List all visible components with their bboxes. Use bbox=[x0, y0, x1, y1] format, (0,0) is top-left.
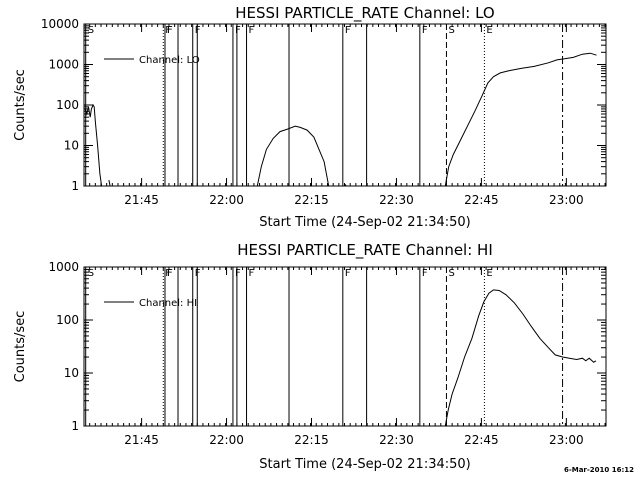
x-tick-label: 22:00 bbox=[209, 193, 244, 207]
y-tick-label: 1000 bbox=[48, 260, 79, 274]
flag-label: F bbox=[165, 25, 171, 36]
series-line bbox=[444, 289, 597, 427]
flag-label: F bbox=[235, 268, 241, 279]
flag-label: F bbox=[165, 268, 171, 279]
x-tick-label: 21:45 bbox=[124, 193, 159, 207]
legend-label: Channel: LO bbox=[139, 55, 200, 66]
flag-label: F bbox=[167, 268, 173, 279]
x-tick-label: 23:00 bbox=[549, 193, 584, 207]
chart-title: HESSI PARTICLE_RATE Channel: HI bbox=[237, 241, 493, 260]
y-tick-label: 100 bbox=[56, 98, 79, 112]
x-tick-label: 22:30 bbox=[379, 193, 414, 207]
y-tick-label: 10 bbox=[64, 366, 79, 380]
flag-label: F bbox=[345, 268, 351, 279]
flag-label: F bbox=[249, 25, 255, 36]
flag-label: F bbox=[167, 25, 173, 36]
flag-label: S bbox=[88, 25, 94, 36]
series-line bbox=[444, 52, 597, 187]
series-line bbox=[84, 103, 103, 187]
x-axis-label: Start Time (24-Sep-02 21:34:50) bbox=[259, 457, 470, 472]
y-tick-label: 1 bbox=[71, 179, 79, 193]
footer-timestamp: 6-Mar-2010 16:12 bbox=[564, 466, 634, 474]
flag-label: F bbox=[235, 25, 241, 36]
x-tick-label: 22:45 bbox=[464, 193, 499, 207]
flag-label: F bbox=[422, 268, 428, 279]
x-tick-label: 23:00 bbox=[549, 433, 584, 447]
plot-frame bbox=[83, 266, 607, 427]
x-axis-label: Start Time (24-Sep-02 21:34:50) bbox=[259, 215, 470, 230]
y-tick-label: 100 bbox=[56, 313, 79, 327]
series-line bbox=[256, 125, 330, 187]
y-tick-label: 10 bbox=[64, 139, 79, 153]
y-tick-label: 10000 bbox=[41, 17, 79, 31]
x-tick-label: 21:45 bbox=[124, 433, 159, 447]
series-line bbox=[344, 184, 347, 187]
panel-lo: HESSI PARTICLE_RATE Channel: LO Start Ti… bbox=[13, 4, 607, 230]
x-tick-label: 22:15 bbox=[294, 193, 329, 207]
flag-label: E bbox=[486, 25, 492, 36]
legend-label: Channel: HI bbox=[139, 298, 197, 309]
y-tick-label: 1000 bbox=[48, 58, 79, 72]
chart-title: HESSI PARTICLE_RATE Channel: LO bbox=[235, 4, 494, 23]
y-tick-label: 1 bbox=[71, 419, 79, 433]
flag-label: S bbox=[448, 268, 454, 279]
x-tick-label: 22:00 bbox=[209, 433, 244, 447]
flag-label: S bbox=[88, 268, 94, 279]
flag-label: F bbox=[345, 25, 351, 36]
x-tick-label: 22:15 bbox=[294, 433, 329, 447]
series-line bbox=[108, 180, 111, 187]
panel-hi: HESSI PARTICLE_RATE Channel: HI Start Ti… bbox=[13, 241, 607, 472]
flag-label: F bbox=[249, 268, 255, 279]
y-axis-label: Counts/sec bbox=[13, 69, 28, 141]
x-tick-label: 22:45 bbox=[464, 433, 499, 447]
flag-label: S bbox=[448, 25, 454, 36]
plot-frame bbox=[83, 23, 607, 187]
y-axis-label: Counts/sec bbox=[13, 311, 28, 383]
flag-label: E bbox=[486, 268, 492, 279]
flag-label: F bbox=[422, 25, 428, 36]
x-tick-label: 22:30 bbox=[379, 433, 414, 447]
